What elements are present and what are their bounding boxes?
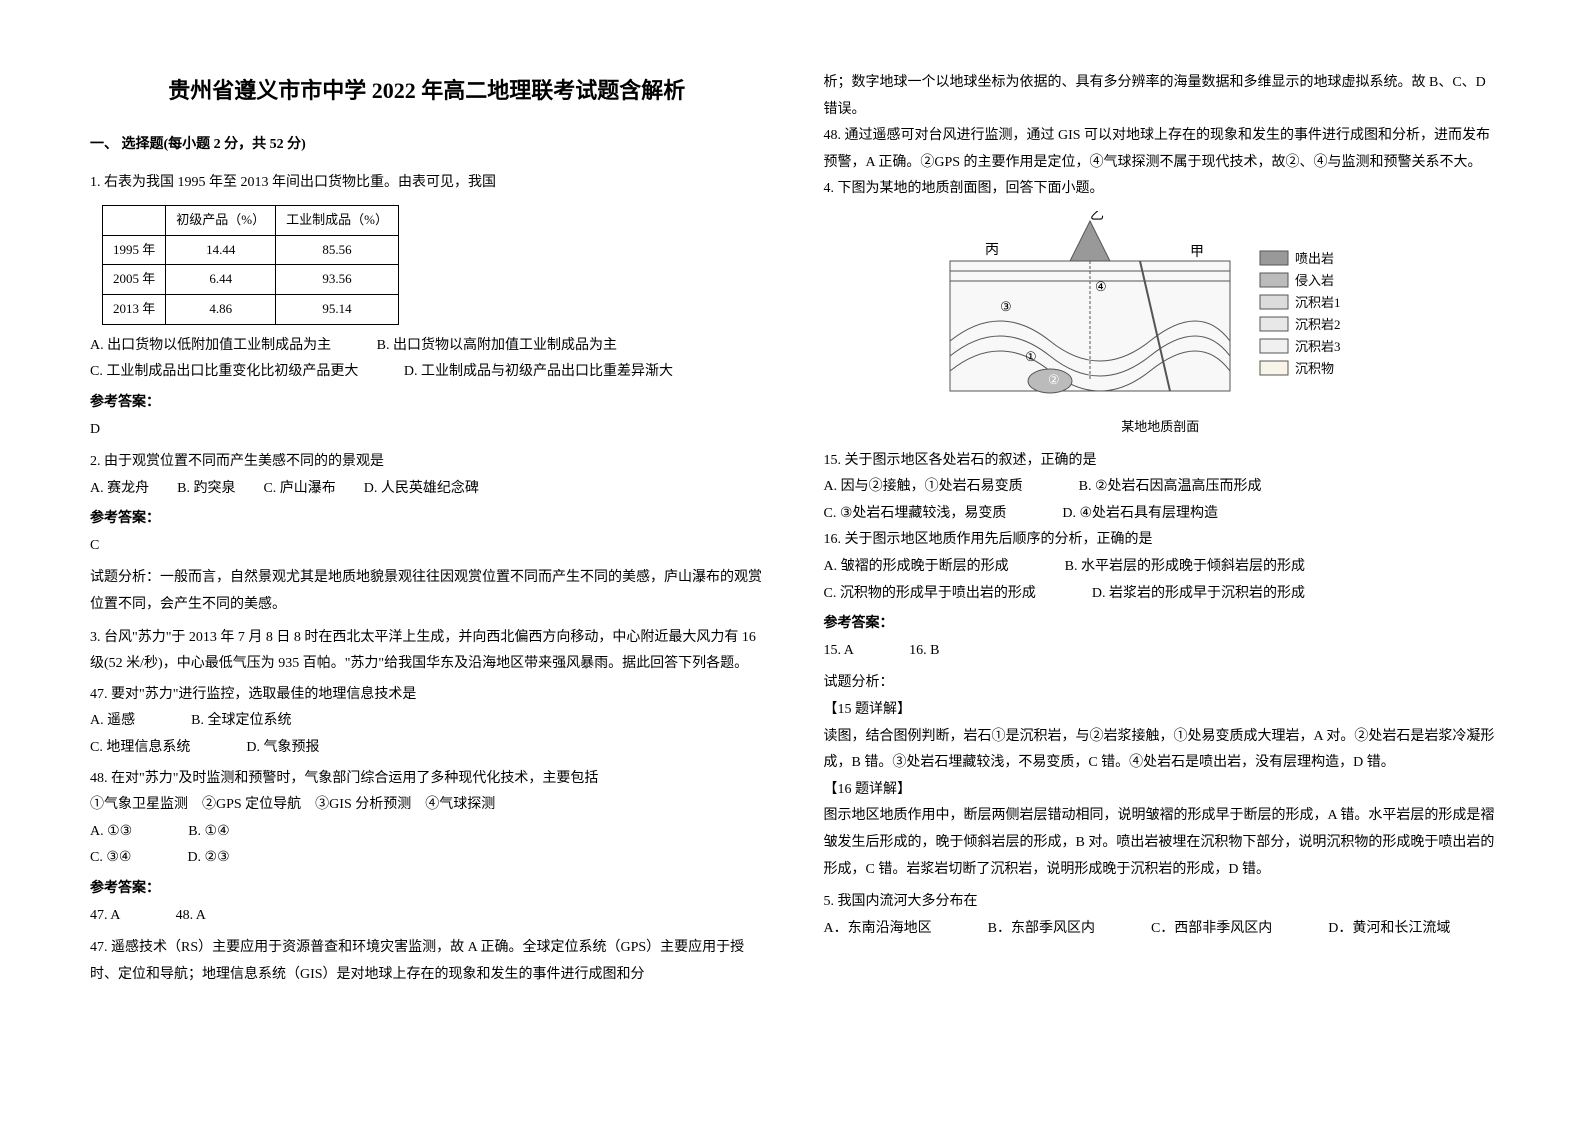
q2-answer-label: 参考答案： xyxy=(90,506,764,533)
label-n4: ④ xyxy=(1095,279,1107,294)
q3-answer-label: 参考答案： xyxy=(90,876,764,903)
question-2: 2. 由于观赏位置不同而产生美感不同的的景观是 A. 赛龙舟 B. 趵突泉 C.… xyxy=(90,449,764,619)
q3-48s: ①气象卫星监测 ②GPS 定位导航 ③GIS 分析预测 ④气球探测 xyxy=(90,792,764,819)
q3-48b: C. ③④ D. ②③ xyxy=(90,845,764,872)
figure-caption: 某地地质剖面 xyxy=(824,415,1498,440)
q1-r1c0: 2005 年 xyxy=(103,265,166,295)
q1-r0c0: 1995 年 xyxy=(103,235,166,265)
legend-l5: 沉积岩3 xyxy=(1295,339,1341,354)
page-title: 贵州省遵义市市中学 2022 年高二地理联考试题含解析 xyxy=(90,70,764,112)
label-yi: 乙 xyxy=(1090,211,1104,223)
q4-e16: 图示地区地质作用中，断层两侧岩层错动相同，说明皱褶的形成早于断层的形成，A 错。… xyxy=(824,803,1498,883)
q5-opts: A．东南沿海地区 B．东部季风区内 C．西部非季风区内 D．黄河和长江流域 xyxy=(824,916,1498,943)
right-column: 析；数字地球一个以地球坐标为依据的、具有多分辨率的海量数据和多维显示的地球虚拟系… xyxy=(824,70,1498,1052)
q2-answer: C xyxy=(90,533,764,560)
label-jia: 甲 xyxy=(1190,245,1204,260)
q1-answer-label: 参考答案： xyxy=(90,390,764,417)
q4-15b: C. ③处岩石埋藏较浅，易变质 D. ④处岩石具有层理构造 xyxy=(824,501,1498,528)
q3-stem: 3. 台风"苏力"于 2013 年 7 月 8 日 8 时在西北太平洋上生成，并… xyxy=(90,625,764,678)
label-n1: ① xyxy=(1025,349,1037,364)
q3-explain1: 47. 遥感技术（RS）主要应用于资源普查和环境灾害监测，故 A 正确。全球定位… xyxy=(90,935,764,988)
q3-answer: 47. A 48. A xyxy=(90,903,764,930)
q4-answer-label: 参考答案： xyxy=(824,611,1498,638)
question-1: 1. 右表为我国 1995 年至 2013 年间出口货物比重。由表可见，我国 初… xyxy=(90,170,764,443)
label-n2: ② xyxy=(1048,372,1060,387)
q4-e16h: 【16 题详解】 xyxy=(824,777,1498,804)
geology-figure: 丙 乙 甲 ① ② ③ ④ 喷出岩 侵入岩 沉积岩1 沉积岩2 沉积岩3 沉积物 xyxy=(940,211,1380,411)
q1-th-1: 初级产品（%） xyxy=(166,205,276,235)
q3-47a: A. 遥感 B. 全球定位系统 xyxy=(90,708,764,735)
section-header: 一、 选择题(每小题 2 分，共 52 分) xyxy=(90,132,764,159)
q4-15: 15. 关于图示地区各处岩石的叙述，正确的是 xyxy=(824,448,1498,475)
q4-15a: A. 因与②接触，①处岩石易变质 B. ②处岩石因高温高压而形成 xyxy=(824,474,1498,501)
q1-th-2: 工业制成品（%） xyxy=(276,205,399,235)
q3-47b: C. 地理信息系统 D. 气象预报 xyxy=(90,735,764,762)
q1-th-0 xyxy=(103,205,166,235)
legend-l4: 沉积岩2 xyxy=(1295,317,1341,332)
q1-r2c1: 4.86 xyxy=(166,295,276,325)
q3-48: 48. 在对"苏力"及时监测和预警时，气象部门综合运用了多种现代化技术，主要包括 xyxy=(90,766,764,793)
q4-16: 16. 关于图示地区地质作用先后顺序的分析，正确的是 xyxy=(824,527,1498,554)
legend-l2: 侵入岩 xyxy=(1295,273,1334,288)
question-5: 5. 我国内流河大多分布在 A．东南沿海地区 B．东部季风区内 C．西部非季风区… xyxy=(824,889,1498,942)
q4-e15h: 【15 题详解】 xyxy=(824,697,1498,724)
q1-r0c2: 85.56 xyxy=(276,235,399,265)
q1-optB: B. 出口货物以高附加值工业制成品为主 xyxy=(377,338,617,353)
q3-cont1: 析；数字地球一个以地球坐标为依据的、具有多分辨率的海量数据和多维显示的地球虚拟系… xyxy=(824,70,1498,123)
legend-l3: 沉积岩1 xyxy=(1295,295,1341,310)
question-4: 4. 下图为某地的地质剖面图，回答下面小题。 丙 乙 甲 ① ② ③ xyxy=(824,176,1498,883)
question-3: 3. 台风"苏力"于 2013 年 7 月 8 日 8 时在西北太平洋上生成，并… xyxy=(90,625,764,989)
q1-r1c1: 6.44 xyxy=(166,265,276,295)
q1-stem: 1. 右表为我国 1995 年至 2013 年间出口货物比重。由表可见，我国 xyxy=(90,170,764,197)
left-column: 贵州省遵义市市中学 2022 年高二地理联考试题含解析 一、 选择题(每小题 2… xyxy=(90,70,764,1052)
q4-16b: C. 沉积物的形成早于喷出岩的形成 D. 岩浆岩的形成早于沉积岩的形成 xyxy=(824,581,1498,608)
q1-options-row2: C. 工业制成品出口比重变化比初级产品更大 D. 工业制成品与初级产品出口比重差… xyxy=(90,359,764,386)
legend-l6: 沉积物 xyxy=(1295,361,1334,376)
q1-r1c2: 93.56 xyxy=(276,265,399,295)
q1-answer: D xyxy=(90,417,764,444)
q4-16a: A. 皱褶的形成晚于断层的形成 B. 水平岩层的形成晚于倾斜岩层的形成 xyxy=(824,554,1498,581)
q4-e15: 读图，结合图例判断，岩石①是沉积岩，与②岩浆接触，①处易变质成大理岩，A 对。②… xyxy=(824,724,1498,777)
q2-stem: 2. 由于观赏位置不同而产生美感不同的的景观是 xyxy=(90,449,764,476)
q1-optC: C. 工业制成品出口比重变化比初级产品更大 xyxy=(90,364,358,379)
q3-47: 47. 要对"苏力"进行监控，选取最佳的地理信息技术是 xyxy=(90,682,764,709)
q4-answer: 15. A 16. B xyxy=(824,638,1498,665)
legend-l1: 喷出岩 xyxy=(1295,251,1334,266)
q3-cont2: 48. 通过遥感可对台风进行监测，通过 GIS 可以对地球上存在的现象和发生的事… xyxy=(824,123,1498,176)
label-n3: ③ xyxy=(1000,299,1012,314)
q4-explain-label: 试题分析： xyxy=(824,670,1498,697)
q2-explain: 试题分析：一般而言，自然景观尤其是地质地貌景观往往因观赏位置不同而产生不同的美感… xyxy=(90,565,764,618)
q4-stem: 4. 下图为某地的地质剖面图，回答下面小题。 xyxy=(824,176,1498,203)
q1-r2c2: 95.14 xyxy=(276,295,399,325)
q1-table: 初级产品（%） 工业制成品（%） 1995 年 14.44 85.56 2005… xyxy=(102,205,399,325)
q1-optD: D. 工业制成品与初级产品出口比重差异渐大 xyxy=(404,364,673,379)
q3-48a: A. ①③ B. ①④ xyxy=(90,819,764,846)
q5-stem: 5. 我国内流河大多分布在 xyxy=(824,889,1498,916)
q1-optA: A. 出口货物以低附加值工业制成品为主 xyxy=(90,338,331,353)
q2-options: A. 赛龙舟 B. 趵突泉 C. 庐山瀑布 D. 人民英雄纪念碑 xyxy=(90,476,764,503)
q1-r2c0: 2013 年 xyxy=(103,295,166,325)
label-bing: 丙 xyxy=(985,243,999,258)
q1-options-row1: A. 出口货物以低附加值工业制成品为主 B. 出口货物以高附加值工业制成品为主 xyxy=(90,333,764,360)
q1-r0c1: 14.44 xyxy=(166,235,276,265)
